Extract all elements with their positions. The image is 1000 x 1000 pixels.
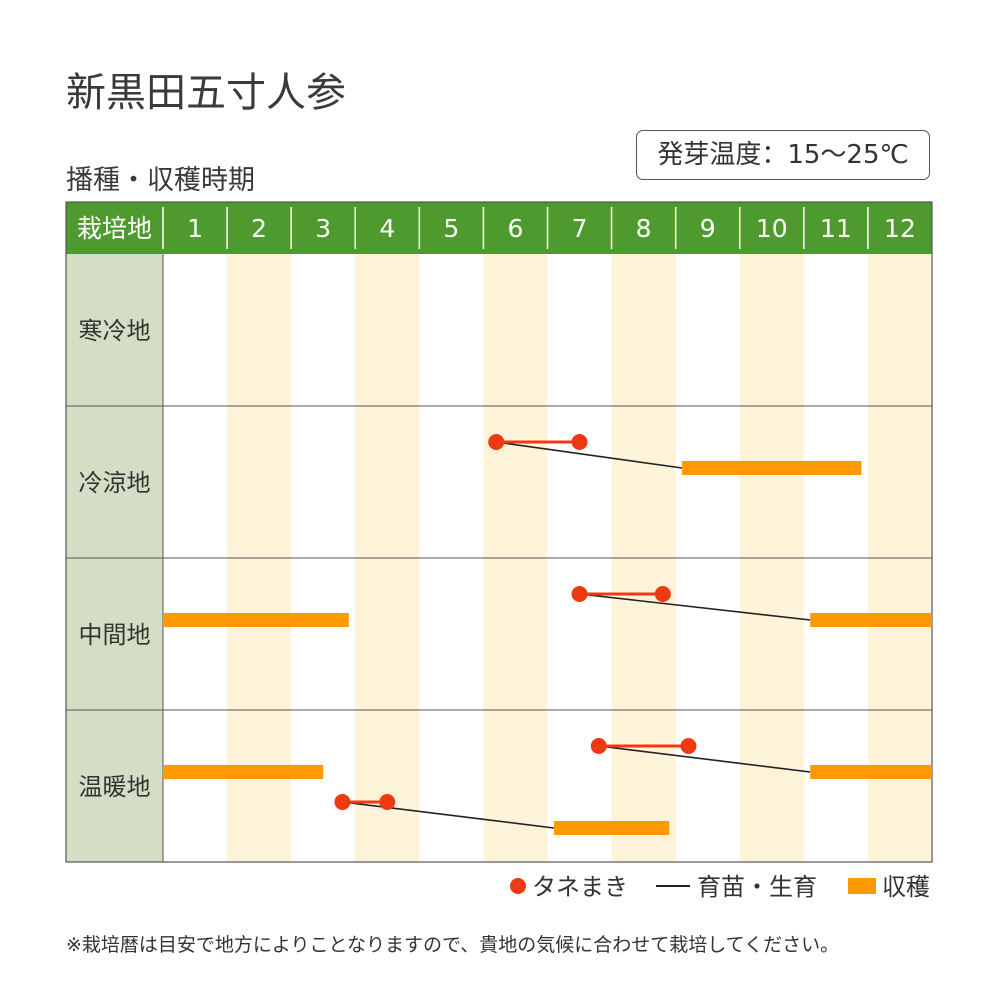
sowing-dot (590, 738, 607, 754)
harvest-bar (163, 613, 349, 627)
month-label: 4 (379, 214, 395, 243)
month-label: 8 (636, 214, 652, 243)
sowing-dot (379, 794, 396, 810)
month-label: 1 (187, 214, 203, 243)
footnote: ※栽培暦は目安で地方によりことなりますので、貴地の気候に合わせて栽培してください… (66, 934, 840, 956)
sowing-dot (334, 794, 351, 810)
month-label: 11 (820, 214, 852, 243)
sowing-dot (571, 586, 588, 602)
germination-temp-badge: 発芽温度：15〜25℃ (636, 130, 930, 180)
sowing-dot (571, 434, 588, 450)
month-label: 10 (756, 214, 788, 243)
chart-title: 新黒田五寸人参 (66, 70, 346, 116)
month-label: 12 (884, 214, 916, 243)
header-bar (66, 202, 932, 254)
sowing-dot (488, 434, 505, 450)
harvest-bar (163, 765, 324, 779)
month-label: 7 (572, 214, 588, 243)
sowing-dot (680, 738, 697, 754)
chart-frame (65, 201, 933, 863)
sowing-dot (654, 586, 671, 602)
growing-line (342, 801, 555, 829)
region-label: 温暖地 (79, 773, 151, 801)
harvest-bar (553, 821, 670, 835)
legend-harvest-icon (848, 878, 876, 894)
month-label: 3 (315, 214, 331, 243)
legend-sowing-icon (510, 878, 526, 894)
growing-line (598, 745, 811, 773)
growing-line (579, 593, 811, 621)
region-label: 中間地 (79, 621, 151, 649)
growing-line (496, 441, 683, 469)
region-label: 冷涼地 (79, 469, 151, 497)
month-label: 9 (700, 214, 716, 243)
legend-harvest-label: 収穫 (882, 873, 930, 901)
legend-sowing-label: タネまき (532, 873, 628, 901)
harvest-bar (810, 613, 932, 627)
chart-subtitle: 播種・収穫時期 (66, 165, 255, 196)
legend-growing-label: 育苗・生育 (697, 873, 817, 901)
header-label: 栽培地 (77, 214, 152, 243)
region-label: 寒冷地 (79, 317, 151, 345)
month-label: 6 (508, 214, 524, 243)
month-label: 2 (251, 214, 267, 243)
harvest-bar (682, 461, 862, 475)
harvest-bar (810, 765, 932, 779)
month-label: 5 (443, 214, 459, 243)
